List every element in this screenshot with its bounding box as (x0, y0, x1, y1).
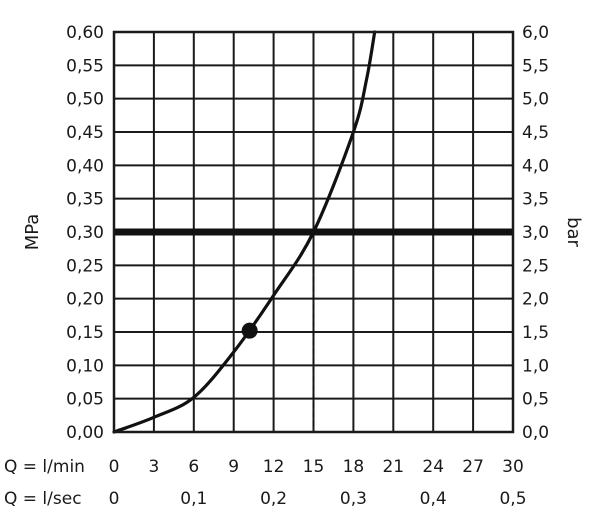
x-tick-label-lsec: 0,3 (340, 489, 367, 509)
right-tick-label: 2,5 (522, 256, 549, 276)
right-tick-label: 2,0 (522, 290, 549, 310)
x-tick-label-lmin: 27 (462, 457, 484, 477)
x-axis-title-lsec: Q = l/sec (4, 489, 82, 509)
right-axis-ticks: 0,0 0,5 1,0 1,5 2,0 2,5 3,0 3,5 4,0 4,5 5,0 5,5 6,0 (522, 23, 549, 443)
x-tick-label-lsec: 0,1 (180, 489, 207, 509)
right-axis-title: bar (563, 217, 584, 247)
right-tick-label: 5,0 (522, 90, 549, 110)
x-tick-label-lsec: 0,5 (499, 489, 526, 509)
left-tick-label: 0,20 (66, 290, 104, 310)
right-tick-label: 3,5 (522, 190, 549, 210)
left-axis-ticks: 0,00 0,05 0,10 0,15 0,20 0,25 0,30 0,35 0,40 0,45… (66, 23, 104, 443)
left-tick-label: 0,15 (66, 323, 104, 343)
x-tick-label-lmin: 9 (228, 457, 239, 477)
x-axis-ticks-lmin: 0 3 6 9 12 15 18 21 24 27 30 (109, 457, 524, 477)
x-tick-label-lmin: 18 (343, 457, 365, 477)
left-tick-label: 0,45 (66, 123, 104, 143)
x-tick-label-lmin: 3 (148, 457, 159, 477)
right-tick-label: 1,0 (522, 356, 549, 376)
left-tick-label: 0,00 (66, 423, 104, 443)
left-axis-title: MPa (22, 214, 43, 251)
x-tick-label-lsec: 0 (109, 489, 120, 509)
x-tick-label-lmin: 15 (303, 457, 325, 477)
x-tick-label-lmin: 24 (422, 457, 444, 477)
right-tick-label: 1,5 (522, 323, 549, 343)
left-tick-label: 0,30 (66, 223, 104, 243)
marker-point (241, 322, 258, 339)
right-tick-label: 0,0 (522, 423, 549, 443)
right-tick-label: 5,5 (522, 56, 549, 76)
right-tick-label: 6,0 (522, 23, 549, 43)
left-tick-label: 0,35 (66, 190, 104, 210)
left-tick-label: 0,60 (66, 23, 104, 43)
left-tick-label: 0,50 (66, 90, 104, 110)
left-tick-label: 0,55 (66, 56, 104, 76)
left-tick-label: 0,25 (66, 256, 104, 276)
x-axis-ticks-lsec: 0 0,1 0,2 0,3 0,4 0,5 (109, 489, 527, 509)
right-tick-label: 4,0 (522, 156, 549, 176)
left-tick-label: 0,10 (66, 356, 104, 376)
x-tick-label-lmin: 12 (263, 457, 285, 477)
x-tick-label-lsec: 0,2 (260, 489, 287, 509)
x-tick-label-lmin: 6 (188, 457, 199, 477)
x-tick-label-lmin: 21 (382, 457, 404, 477)
x-tick-label-lmin: 0 (109, 457, 120, 477)
left-tick-label: 0,05 (66, 390, 104, 410)
right-tick-label: 3,0 (522, 223, 549, 243)
right-tick-label: 4,5 (522, 123, 549, 143)
series-pressure-loss-curve (112, 30, 377, 434)
plot-frame (112, 30, 515, 434)
x-axis-title-lmin: Q = l/min (4, 457, 85, 477)
right-tick-label: 0,5 (522, 390, 549, 410)
x-tick-label-lmin: 30 (502, 457, 524, 477)
x-tick-label-lsec: 0,4 (420, 489, 447, 509)
left-tick-label: 0,40 (66, 156, 104, 176)
